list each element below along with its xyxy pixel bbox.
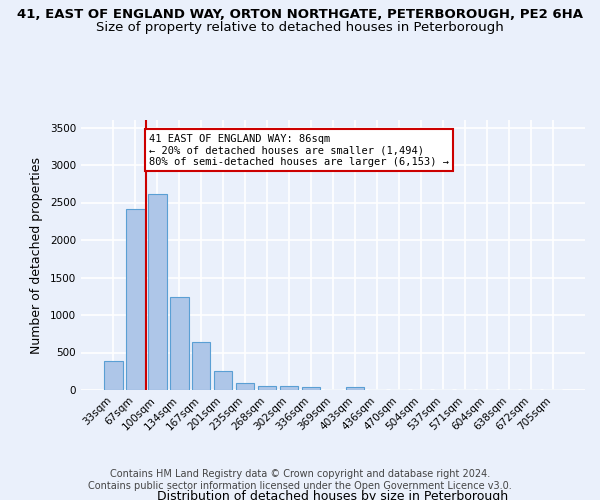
- Bar: [148, 194, 167, 390]
- Text: Contains HM Land Registry data © Crown copyright and database right 2024.: Contains HM Land Registry data © Crown c…: [110, 469, 490, 479]
- Bar: [214, 371, 232, 390]
- Bar: [126, 209, 145, 390]
- Text: 41 EAST OF ENGLAND WAY: 86sqm
← 20% of detached houses are smaller (1,494)
80% o: 41 EAST OF ENGLAND WAY: 86sqm ← 20% of d…: [149, 134, 449, 166]
- Bar: [236, 383, 254, 390]
- Bar: [258, 386, 277, 390]
- Text: Size of property relative to detached houses in Peterborough: Size of property relative to detached ho…: [96, 21, 504, 34]
- Text: Contains public sector information licensed under the Open Government Licence v3: Contains public sector information licen…: [88, 481, 512, 491]
- Bar: [192, 342, 211, 390]
- Y-axis label: Number of detached properties: Number of detached properties: [30, 156, 43, 354]
- X-axis label: Distribution of detached houses by size in Peterborough: Distribution of detached houses by size …: [157, 490, 509, 500]
- Text: 41, EAST OF ENGLAND WAY, ORTON NORTHGATE, PETERBOROUGH, PE2 6HA: 41, EAST OF ENGLAND WAY, ORTON NORTHGATE…: [17, 8, 583, 20]
- Bar: [170, 297, 188, 390]
- Bar: [346, 388, 364, 390]
- Bar: [280, 386, 298, 390]
- Bar: [302, 386, 320, 390]
- Bar: [104, 361, 122, 390]
